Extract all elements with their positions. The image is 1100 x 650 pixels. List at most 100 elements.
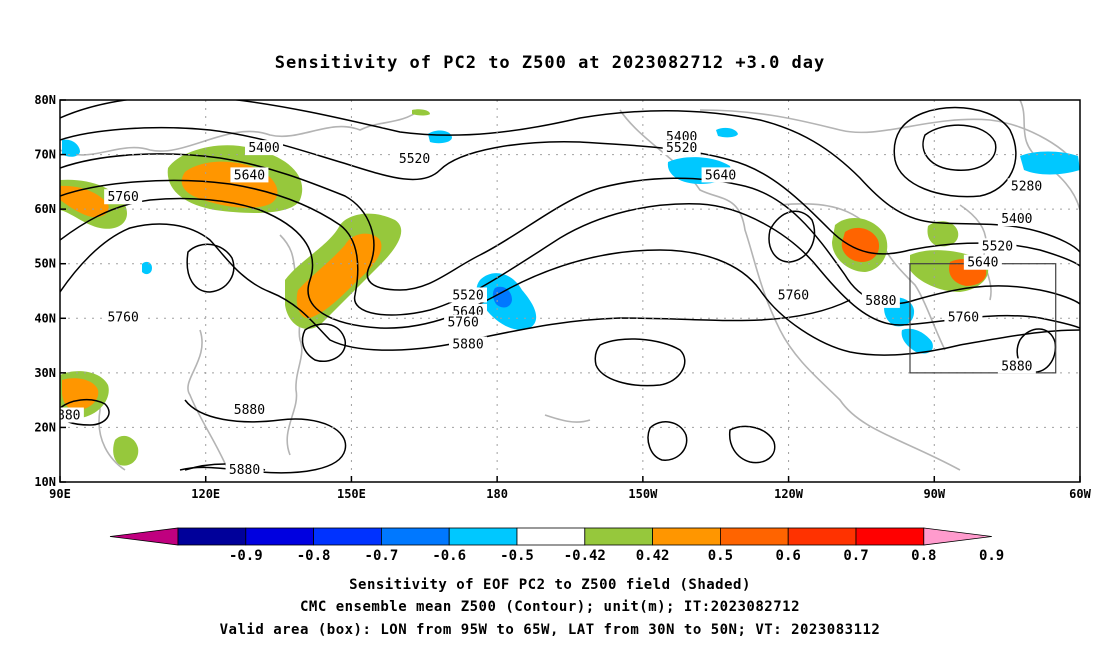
colorbar-segment bbox=[652, 527, 721, 546]
contour-label-bg bbox=[774, 287, 813, 303]
contour-label-bg bbox=[449, 287, 487, 303]
contour-label: 5640 bbox=[705, 168, 736, 183]
contour-label-bg bbox=[963, 254, 1002, 270]
contour-label: 5400 bbox=[248, 141, 279, 156]
contour-label-bg bbox=[60, 407, 84, 423]
contour-label: 5760 bbox=[948, 310, 979, 325]
colorbar-segment bbox=[380, 527, 450, 546]
y-tick-label: 50N bbox=[34, 257, 56, 271]
shade-negative bbox=[428, 130, 452, 144]
shade-negative bbox=[62, 139, 80, 157]
colorbar-segment bbox=[855, 527, 925, 546]
map-frame bbox=[59, 99, 1081, 483]
contour-label-bg bbox=[230, 167, 269, 183]
contour-label-bg bbox=[997, 358, 1036, 374]
y-axis-ticks: 80N 70N 60N 50N 40N 30N 20N 10N bbox=[34, 93, 66, 489]
colorbar-label: 0.42 bbox=[636, 548, 670, 564]
colorbar-label: -0.42 bbox=[564, 548, 606, 564]
x-tick-label: 120E bbox=[191, 487, 220, 501]
contour-label-bg bbox=[395, 151, 434, 167]
contour-label: 5880 bbox=[1001, 359, 1032, 374]
contour-label: 5280 bbox=[1011, 179, 1042, 194]
shade-negative bbox=[716, 127, 738, 138]
colorbar-label: 0.6 bbox=[776, 548, 801, 564]
contour-label-bg bbox=[978, 238, 1017, 254]
x-axis-ticks: 90E 120E 150E 180 150W 120W 90W 60W bbox=[49, 476, 1092, 501]
colorbar-label: -0.5 bbox=[500, 548, 534, 564]
colorbar-segment bbox=[923, 527, 992, 546]
x-tick-label: 180 bbox=[486, 487, 508, 501]
footer-line-3: Valid area (box): LON from 95W to 65W, L… bbox=[220, 622, 881, 638]
contour-label: 5400 bbox=[1001, 212, 1032, 227]
contour-label-bg bbox=[701, 167, 740, 183]
contour-label: 5640 bbox=[967, 256, 998, 271]
y-tick-label: 30N bbox=[34, 366, 56, 380]
contour-label-bg bbox=[997, 211, 1036, 227]
colorbar-label: -0.9 bbox=[229, 548, 263, 564]
shade-negative bbox=[901, 328, 933, 354]
y-tick-label: 70N bbox=[34, 148, 56, 162]
chart-title: Sensitivity of PC2 to Z500 at 2023082712… bbox=[275, 53, 826, 73]
colorbar-label: -0.6 bbox=[432, 548, 466, 564]
y-tick-label: 10N bbox=[34, 475, 56, 489]
footer-line-1: Sensitivity of EOF PC2 to Z500 field (Sh… bbox=[349, 577, 751, 593]
contour-label: 5760 bbox=[778, 288, 809, 303]
z500-contours bbox=[60, 100, 1080, 474]
shade-positive bbox=[927, 221, 959, 247]
contour-label-bg bbox=[944, 309, 983, 325]
contour-label-bg bbox=[444, 314, 483, 330]
colorbar-segment bbox=[313, 527, 382, 546]
contour-label-bg bbox=[449, 336, 487, 352]
contour-label: 5760 bbox=[447, 316, 478, 331]
shade-positive bbox=[113, 435, 139, 466]
shade-positive-core bbox=[296, 233, 382, 319]
contour-labels: 5400 5520 5640 5760 5760 5880 5880 5880 5400 5520… bbox=[49, 129, 1046, 478]
contour-label-bg bbox=[104, 189, 143, 205]
y-tick-label: 40N bbox=[34, 311, 56, 325]
contour-label: 5520 bbox=[399, 152, 430, 167]
colorbar-segment bbox=[516, 527, 586, 546]
colorbar-label: -0.8 bbox=[297, 548, 331, 564]
y-tick-label: 80N bbox=[34, 93, 56, 107]
x-tick-label: 90E bbox=[49, 487, 71, 501]
contour-label: 5880 bbox=[234, 403, 265, 418]
y-tick-label: 20N bbox=[34, 420, 56, 434]
shade-negative-core bbox=[492, 286, 512, 308]
contour-label-bg bbox=[225, 462, 264, 478]
contour-label: 5520 bbox=[666, 141, 697, 156]
contour-label: 5640 bbox=[234, 168, 265, 183]
colorbar: -0.9 -0.8 -0.7 -0.6 -0.5 -0.42 0.42 0.5 0.6 0.7 0.… bbox=[109, 527, 1004, 564]
map-area: 5400 5520 5640 5760 5760 5880 5880 5880 5400 5520… bbox=[49, 100, 1080, 482]
contour-label: 5880 bbox=[865, 294, 896, 309]
x-tick-label: 150W bbox=[628, 487, 658, 501]
contour-label: 5760 bbox=[107, 190, 138, 205]
colorbar-segment bbox=[245, 527, 315, 546]
contour-label: 5880 bbox=[49, 409, 80, 424]
colorbar-segment bbox=[109, 527, 179, 546]
footer-line-2: CMC ensemble mean Z500 (Contour); unit(m… bbox=[300, 599, 800, 615]
contour-label: 5880 bbox=[229, 463, 260, 478]
shade-positive bbox=[412, 109, 430, 116]
colorbar-segment bbox=[177, 527, 247, 546]
x-tick-label: 150E bbox=[337, 487, 366, 501]
contour-label-bg bbox=[861, 292, 900, 308]
contour-label: 5760 bbox=[107, 310, 138, 325]
colorbar-segment bbox=[787, 527, 857, 546]
shade-positive-core bbox=[60, 185, 109, 218]
contour-label-bg bbox=[230, 402, 269, 418]
contour-label-bg bbox=[245, 140, 283, 156]
colorbar-segment bbox=[584, 527, 653, 546]
colorbar-segment bbox=[448, 527, 518, 546]
x-tick-label: 120W bbox=[774, 487, 804, 501]
contour-label: 5880 bbox=[452, 338, 483, 353]
colorbar-segment bbox=[720, 527, 789, 546]
contour-label: 5520 bbox=[982, 239, 1013, 254]
contour-label-bg bbox=[104, 309, 143, 325]
colorbar-label: -0.7 bbox=[365, 548, 399, 564]
colorbar-label: 0.7 bbox=[843, 548, 868, 564]
shade-negative bbox=[142, 261, 152, 275]
sensitivity-shading bbox=[60, 109, 1080, 466]
colorbar-label: 0.8 bbox=[911, 548, 936, 564]
y-tick-label: 60N bbox=[34, 202, 56, 216]
colorbar-label: 0.5 bbox=[708, 548, 733, 564]
